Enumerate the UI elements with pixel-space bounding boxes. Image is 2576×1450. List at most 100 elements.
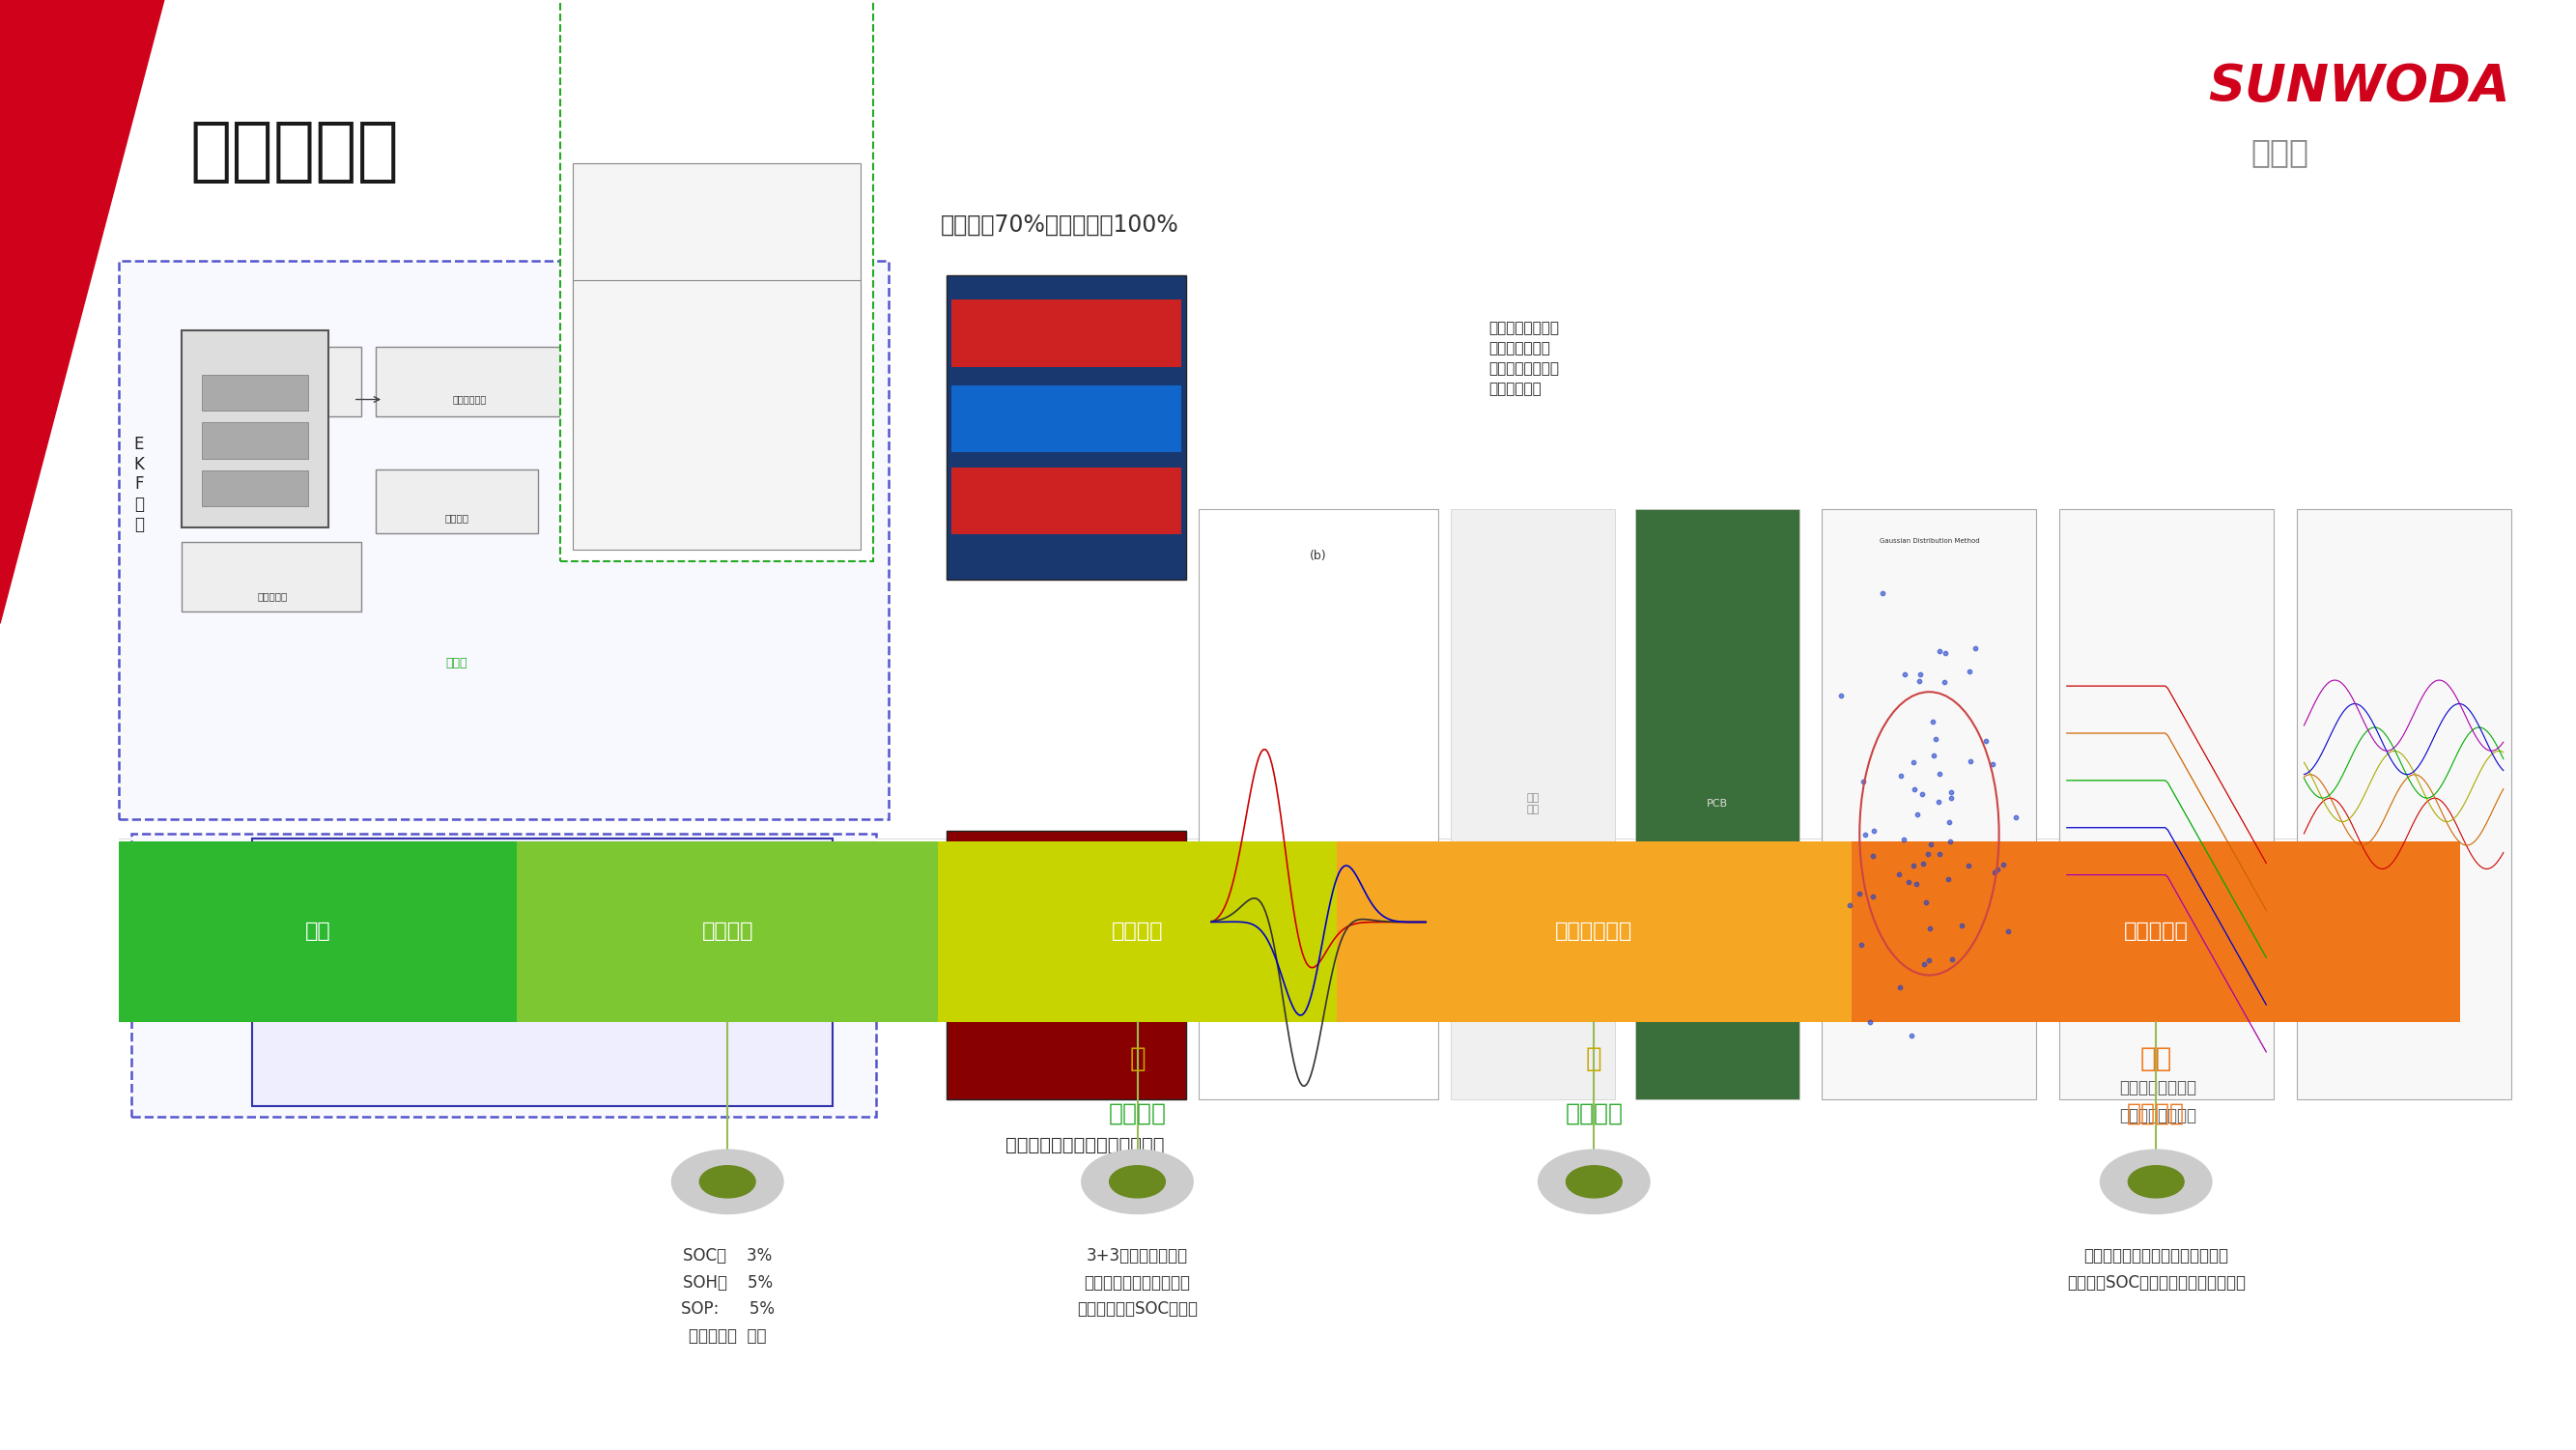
Text: E
K
F
滤
波: E K F 滤 波 — [134, 435, 144, 534]
Point — [1880, 976, 1922, 999]
FancyBboxPatch shape — [951, 386, 1180, 452]
Point — [1904, 953, 1945, 976]
Point — [1893, 854, 1935, 877]
FancyBboxPatch shape — [951, 300, 1180, 367]
FancyBboxPatch shape — [1337, 841, 1852, 1022]
Text: 信号分析：单体电压的异常和突变
微短路：SOC差异变化和电压排名变化: 信号分析：单体电压的异常和突变 微短路：SOC差异变化和电压排名变化 — [2066, 1247, 2246, 1292]
FancyBboxPatch shape — [2058, 509, 2275, 1099]
Point — [1911, 709, 1953, 732]
Point — [1996, 805, 2038, 828]
FancyBboxPatch shape — [118, 841, 518, 1022]
Point — [1901, 853, 1942, 876]
FancyBboxPatch shape — [252, 838, 832, 1106]
Text: 小时: 小时 — [2141, 1045, 2172, 1072]
FancyBboxPatch shape — [2295, 509, 2512, 1099]
Text: 长期监测: 长期监测 — [1108, 1102, 1167, 1125]
Point — [1973, 861, 2014, 884]
Point — [1986, 921, 2027, 944]
Text: 异常衰退: 异常衰退 — [1110, 922, 1164, 941]
Point — [1914, 744, 1955, 767]
Text: 热失控预警: 热失控预警 — [188, 119, 399, 186]
Point — [1891, 1025, 1932, 1048]
Point — [1919, 761, 1960, 784]
Point — [1909, 832, 1950, 856]
FancyBboxPatch shape — [376, 347, 562, 416]
Point — [1929, 829, 1971, 853]
Point — [1893, 777, 1935, 800]
FancyBboxPatch shape — [183, 542, 361, 612]
Circle shape — [1110, 1166, 1164, 1198]
Point — [1901, 782, 1942, 805]
Text: 天: 天 — [1587, 1045, 1602, 1072]
Point — [1880, 764, 1922, 787]
Point — [1955, 637, 1996, 660]
Point — [1909, 916, 1950, 940]
Point — [1924, 670, 1965, 693]
Point — [1852, 844, 1893, 867]
Point — [1888, 870, 1929, 893]
Point — [1886, 663, 1927, 686]
Point — [1899, 668, 1940, 692]
Point — [1929, 811, 1971, 834]
FancyBboxPatch shape — [945, 831, 1185, 1099]
Point — [1883, 828, 1924, 851]
Point — [1842, 934, 1883, 957]
Point — [1878, 863, 1919, 886]
Point — [1896, 802, 1937, 825]
FancyBboxPatch shape — [1636, 509, 1798, 1099]
Circle shape — [2099, 1150, 2213, 1214]
FancyBboxPatch shape — [183, 347, 361, 416]
FancyBboxPatch shape — [131, 834, 876, 1116]
Text: 电池状态空间方程: 电池状态空间方程 — [690, 299, 744, 312]
FancyBboxPatch shape — [201, 422, 309, 458]
FancyBboxPatch shape — [559, 0, 873, 561]
Circle shape — [1566, 1166, 1623, 1198]
Text: PCB: PCB — [1708, 799, 1728, 809]
Point — [1899, 663, 1940, 686]
Point — [1852, 819, 1893, 842]
FancyBboxPatch shape — [951, 467, 1180, 535]
Text: 电压测量值: 电压测量值 — [258, 396, 289, 406]
Text: 渐变式热失控: 渐变式热失控 — [1556, 922, 1633, 941]
Text: 容量跳水，负极析锂，正极产气: 容量跳水，负极析锂，正极产气 — [1005, 1137, 1164, 1154]
Circle shape — [701, 1166, 755, 1198]
FancyBboxPatch shape — [938, 841, 1337, 1022]
Point — [1829, 893, 1870, 916]
Point — [1947, 854, 1989, 877]
FancyBboxPatch shape — [1198, 509, 1437, 1099]
FancyBboxPatch shape — [1852, 841, 2460, 1022]
Circle shape — [672, 1150, 783, 1214]
Circle shape — [2128, 1166, 2184, 1198]
Point — [1984, 853, 2025, 876]
Point — [1927, 867, 1968, 890]
Point — [1862, 581, 1904, 605]
Point — [1965, 729, 2007, 753]
Point — [1929, 780, 1971, 803]
FancyBboxPatch shape — [118, 261, 889, 819]
FancyBboxPatch shape — [518, 841, 938, 1022]
Point — [1942, 914, 1984, 937]
Point — [1839, 883, 1880, 906]
Text: 云端大数据结合电
池机理识别异常
地面检测设备精准
诊析内短风险: 云端大数据结合电 池机理识别异常 地面检测设备精准 诊析内短风险 — [1489, 322, 1558, 396]
Text: $SOC_k = SOC_{k-1} + \frac{\int_{k-1}^{k} \eta i\, dt}{Q_a}$: $SOC_k = SOC_{k-1} + \frac{\int_{k-1}^{k… — [381, 950, 626, 1001]
Text: 正常衰退: 正常衰退 — [701, 922, 752, 941]
Text: 欣旺达: 欣旺达 — [2251, 136, 2308, 168]
Text: 正常: 正常 — [304, 922, 330, 941]
FancyBboxPatch shape — [201, 374, 309, 410]
Circle shape — [1538, 1150, 1649, 1214]
FancyBboxPatch shape — [1821, 509, 2038, 1099]
Text: 输入量: 输入量 — [446, 657, 469, 670]
Text: State equation
$\dot{\hat{x}}(t)=A\hat{x}(t)+Bu(t)+L(y-\hat{y})$: State equation $\dot{\hat{x}}(t)=A\hat{x… — [659, 481, 775, 509]
Text: 实时预警: 实时预警 — [2128, 1102, 2184, 1125]
Point — [1821, 684, 1862, 708]
Text: Output equation
$\hat{y}(t)=C\hat{x}(t)+Du(t)$: Output equation $\hat{y}(t)=C\hat{x}(t)+… — [672, 358, 760, 387]
FancyBboxPatch shape — [201, 470, 309, 506]
FancyBboxPatch shape — [945, 276, 1185, 580]
FancyBboxPatch shape — [572, 280, 860, 550]
FancyBboxPatch shape — [1450, 509, 1615, 1099]
Text: 微短路（小时级）
严重短路（秒级）: 微短路（小时级） 严重短路（秒级） — [2120, 1079, 2197, 1125]
Point — [1919, 790, 1960, 813]
Point — [1842, 770, 1883, 793]
Text: 识别率：70%；准确率：100%: 识别率：70%；准确率：100% — [940, 213, 1180, 236]
Text: SUNWODA: SUNWODA — [2208, 62, 2509, 112]
